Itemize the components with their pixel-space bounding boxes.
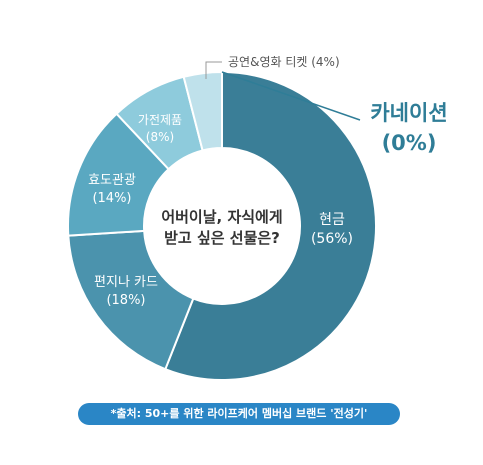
label-letter-value: (18%) [106, 293, 145, 308]
slice-cash [164, 70, 377, 381]
label-ticket: 공연&영화 티켓 (4%) [228, 55, 340, 69]
label-tour-name: 효도관광 [88, 173, 136, 188]
center-title-line-1: 어버이날, 자식에게 [161, 208, 282, 226]
leader-line-carnation [221, 71, 361, 121]
label-carnation-name: 카네이션 [370, 101, 447, 125]
label-appliance-value: (8%) [146, 130, 174, 144]
slice-ticket [182, 70, 223, 152]
label-cash-value: (56%) [311, 231, 353, 247]
label-appliance-name: 가전제품 [138, 113, 182, 127]
label-cash-name: 현금 [319, 212, 345, 228]
center-title-line-2: 받고 싶은 선물은? [164, 229, 280, 247]
slices-group [67, 70, 377, 381]
slice-letter [67, 229, 195, 371]
donut-chart: 어버이날, 자식에게 받고 싶은 선물은? 현금 (56%) 편지나 카드 (1… [67, 55, 448, 381]
leader-line-ticket [205, 61, 222, 79]
label-carnation-value: (0%) [382, 131, 437, 155]
label-tour-value: (14%) [92, 191, 131, 206]
label-letter-name: 편지나 카드 [94, 275, 158, 290]
source-badge: *출처: 50+를 위한 라이프케어 멤버십 브랜드 '전성기' [78, 403, 400, 425]
